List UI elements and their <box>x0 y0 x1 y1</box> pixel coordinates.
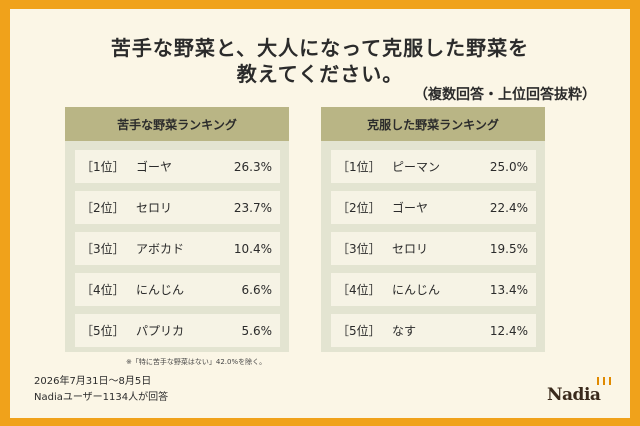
nadia-logo: Nadia <box>547 377 611 405</box>
percentage-value: 25.0% <box>489 159 528 174</box>
utensils-icon <box>597 377 611 385</box>
rank-label: ［5位］ <box>81 324 125 338</box>
subtitle: （複数回答・上位回答抜粋） <box>414 87 596 103</box>
panel-title: 克服した野菜ランキング <box>321 107 545 141</box>
rank-label: ［5位］ <box>337 324 381 338</box>
vegetable-name: ゴーヤ <box>136 160 173 174</box>
ranking-row: ［2位］ セロリ 23.7% <box>75 191 280 224</box>
ranking-row: ［4位］ にんじん 6.6% <box>75 273 280 306</box>
ranking-row: ［1位］ ゴーヤ 26.3% <box>75 150 280 183</box>
title-line-1: 苦手な野菜と、大人になって克服した野菜を <box>110 36 530 60</box>
ranking-panel-disliked: 苦手な野菜ランキング ［1位］ ゴーヤ 26.3% ［2位］ セロリ 23.7% ［3位］ ア… <box>65 107 289 352</box>
percentage-value: 13.4% <box>489 282 528 297</box>
title-line-2: 教えてください。 <box>236 62 404 86</box>
rank-label: ［1位］ <box>81 160 125 174</box>
ranking-row: ［4位］ にんじん 13.4% <box>331 273 536 306</box>
vegetable-name: なす <box>392 324 417 338</box>
ranking-row: ［2位］ ゴーヤ 22.4% <box>331 191 536 224</box>
ranking-row: ［3位］ アボカド 10.4% <box>75 232 280 265</box>
survey-respondents: Nadiaユーザー1134人が回答 <box>34 392 169 403</box>
rank-label: ［3位］ <box>337 242 381 256</box>
rank-label: ［4位］ <box>337 283 381 297</box>
survey-period: 2026年7月31日〜8月5日 <box>34 376 152 387</box>
vegetable-name: にんじん <box>136 283 185 297</box>
vegetable-name: パプリカ <box>136 324 185 338</box>
vegetable-name: ピーマン <box>392 160 441 174</box>
ranking-row: ［3位］ セロリ 19.5% <box>331 232 536 265</box>
footnote: ※「特に苦手な野菜はない」42.0%を除く。 <box>126 358 267 366</box>
percentage-value: 26.3% <box>233 159 272 174</box>
rank-label: ［2位］ <box>81 201 125 215</box>
percentage-value: 23.7% <box>233 200 272 215</box>
ranking-panel-overcome: 克服した野菜ランキング ［1位］ ピーマン 25.0% ［2位］ ゴーヤ 22.4% ［3位… <box>321 107 545 352</box>
percentage-value: 5.6% <box>241 323 273 338</box>
rank-label: ［4位］ <box>81 283 125 297</box>
percentage-value: 10.4% <box>233 241 272 256</box>
logo-text: Nadia <box>547 385 601 405</box>
vegetable-name: にんじん <box>392 283 441 297</box>
ranking-row: ［1位］ ピーマン 25.0% <box>331 150 536 183</box>
ranking-row: ［5位］ なす 12.4% <box>331 314 536 347</box>
percentage-value: 19.5% <box>489 241 528 256</box>
rank-label: ［2位］ <box>337 201 381 215</box>
page-title: 苦手な野菜と、大人になって克服した野菜を 教えてください。 <box>10 35 630 87</box>
percentage-value: 22.4% <box>489 200 528 215</box>
vegetable-name: セロリ <box>136 201 173 215</box>
ranking-row: ［5位］ パプリカ 5.6% <box>75 314 280 347</box>
percentage-value: 12.4% <box>489 323 528 338</box>
vegetable-name: ゴーヤ <box>392 201 429 215</box>
vegetable-name: セロリ <box>392 242 429 256</box>
percentage-value: 6.6% <box>241 282 273 297</box>
vegetable-name: アボカド <box>136 242 185 256</box>
panel-title: 苦手な野菜ランキング <box>65 107 289 141</box>
footer: 2026年7月31日〜8月5日 Nadiaユーザー1134人が回答 <box>34 374 168 406</box>
rank-label: ［1位］ <box>337 160 381 174</box>
rank-label: ［3位］ <box>81 242 125 256</box>
